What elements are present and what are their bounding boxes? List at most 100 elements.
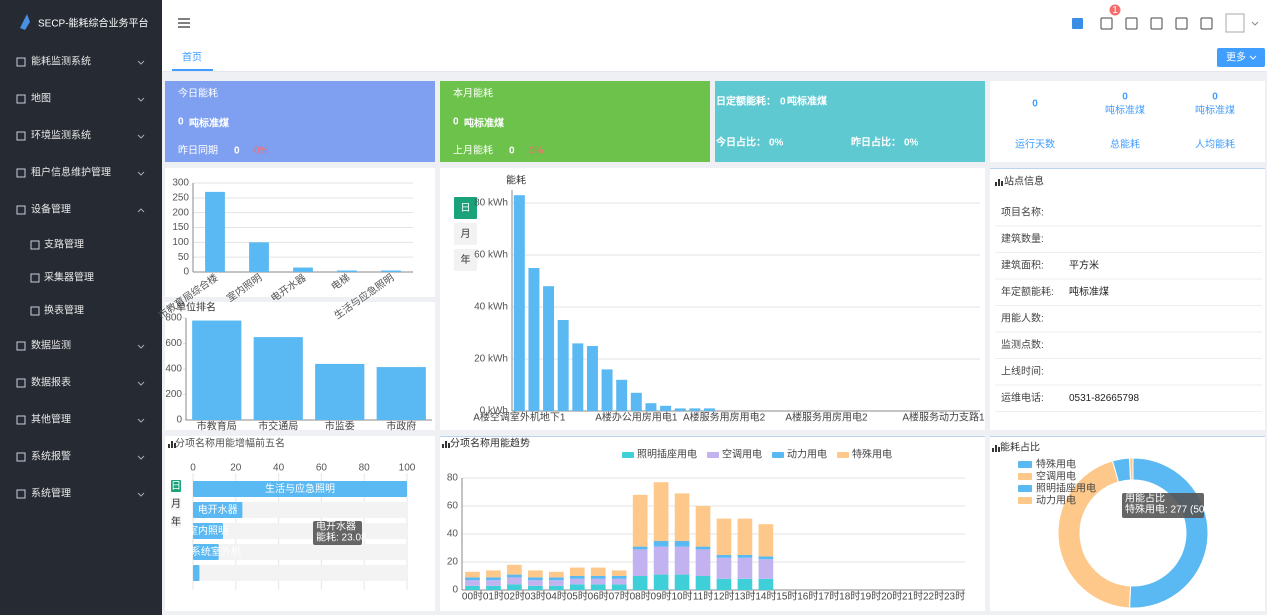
submenu-item[interactable]: 换表管理	[44, 304, 84, 317]
period-button[interactable]	[454, 223, 477, 245]
bar	[653, 482, 669, 541]
bar	[569, 578, 585, 585]
quota-yesterday-label: 昨日占比：	[851, 136, 901, 149]
menu-item[interactable]: 数据报表	[31, 376, 71, 389]
bar	[653, 574, 669, 590]
bar	[192, 320, 242, 420]
x-tick-label: 00时	[462, 591, 483, 603]
bar	[601, 369, 613, 411]
menu-chevron	[137, 60, 145, 65]
legend-label[interactable]: 空调用电	[722, 448, 762, 461]
y-tick-label: 50	[178, 252, 190, 263]
bar	[249, 242, 269, 272]
y-tick-label: 100	[172, 237, 189, 248]
bar	[737, 557, 753, 579]
card	[440, 81, 710, 162]
x-tick-label: 04时	[546, 591, 567, 603]
title-icon	[171, 441, 173, 448]
legend-swatch	[1018, 497, 1032, 504]
bar	[253, 337, 303, 420]
menu-item[interactable]: 能耗监测系统	[31, 55, 91, 68]
legend-label[interactable]: 空调用电	[1036, 470, 1076, 483]
toolbar-icon[interactable]	[1150, 17, 1163, 30]
card-compare-label: 上月能耗	[453, 144, 493, 157]
legend-swatch	[707, 452, 719, 458]
stat-value: 0	[1032, 99, 1038, 110]
bar	[465, 580, 480, 586]
x-tick-label: 08时	[630, 591, 651, 603]
menu-item[interactable]: 数据监测	[31, 339, 71, 352]
menu-item[interactable]: 系统管理	[31, 487, 71, 500]
info-value: 平方米	[1069, 259, 1099, 272]
legend-swatch	[772, 452, 784, 458]
toolbar-icon[interactable]	[1072, 18, 1083, 29]
bar	[674, 541, 690, 547]
tab[interactable]: 首页	[182, 51, 202, 64]
period-button[interactable]	[454, 249, 477, 271]
submenu-item[interactable]: 支路管理	[44, 238, 84, 251]
menu-item[interactable]: 其他管理	[31, 413, 71, 426]
stat-label: 人均能耗	[1195, 138, 1235, 151]
bar	[193, 523, 223, 539]
y-tick-label: 80 kWh	[474, 198, 508, 209]
bar	[569, 576, 585, 579]
legend-label[interactable]: 动力用电	[787, 448, 827, 461]
bar	[548, 580, 564, 586]
period-button[interactable]	[454, 197, 477, 219]
bar	[528, 585, 543, 590]
period-button[interactable]	[171, 480, 181, 492]
legend-label[interactable]: 特殊用电	[852, 448, 892, 461]
bar-track	[193, 565, 407, 581]
legend-swatch	[837, 452, 849, 458]
bar	[660, 405, 672, 411]
bar	[557, 320, 569, 411]
menu-item[interactable]: 地图	[31, 92, 51, 105]
pie-slice	[1057, 460, 1132, 609]
toolbar-icon[interactable]	[1100, 17, 1113, 30]
info-value: 吨标准煤	[1069, 285, 1109, 298]
bar	[632, 546, 648, 550]
menu-item[interactable]: 设备管理	[31, 203, 71, 216]
period-button[interactable]	[171, 498, 181, 510]
submenu-item[interactable]: 采集器管理	[44, 271, 94, 284]
card-value: 0	[453, 117, 459, 128]
y-tick-label: 200	[165, 389, 182, 400]
more-button[interactable]	[1217, 48, 1265, 67]
period-button[interactable]	[171, 516, 181, 528]
bar	[695, 506, 711, 547]
toolbar-icon[interactable]	[1125, 17, 1138, 30]
menu-item[interactable]: 系统报警	[31, 450, 71, 463]
title-icon	[995, 182, 997, 186]
bar	[653, 541, 669, 547]
legend-label[interactable]: 照明插座用电	[637, 448, 697, 461]
menu-item[interactable]: 环境监测系统	[31, 129, 91, 142]
chart-title: 分项名称用能趋势	[450, 437, 530, 450]
period-button-label: 月	[461, 228, 471, 240]
bar	[716, 518, 732, 555]
legend-label[interactable]: 动力用电	[1036, 494, 1076, 507]
menu-icon	[16, 131, 26, 141]
legend-label[interactable]: 照明插座用电	[1036, 482, 1096, 495]
info-label: 运维电话:	[1001, 391, 1044, 404]
bar	[486, 570, 501, 578]
y-tick-label: 600	[165, 338, 182, 349]
menu-chevron	[137, 208, 145, 213]
quota-today-label: 今日占比：	[715, 136, 766, 149]
toolbar-icon[interactable]	[1175, 17, 1188, 30]
avatar[interactable]	[1225, 13, 1245, 33]
card-value: 0	[178, 117, 184, 128]
menu-item[interactable]: 租户信息维护管理	[31, 166, 111, 179]
y-tick-label: 40 kWh	[474, 302, 508, 313]
legend-swatch	[1018, 461, 1032, 468]
toolbar-icon[interactable]	[1200, 17, 1213, 30]
legend-label[interactable]: 特殊用电	[1036, 458, 1076, 471]
y-tick-label: 200	[172, 207, 189, 218]
info-label: 上线时间:	[1001, 365, 1044, 378]
bar	[611, 578, 627, 585]
bar	[758, 559, 774, 579]
info-label: 用能人数:	[1001, 312, 1044, 325]
badge	[1109, 4, 1121, 16]
legend-swatch	[1018, 473, 1032, 480]
